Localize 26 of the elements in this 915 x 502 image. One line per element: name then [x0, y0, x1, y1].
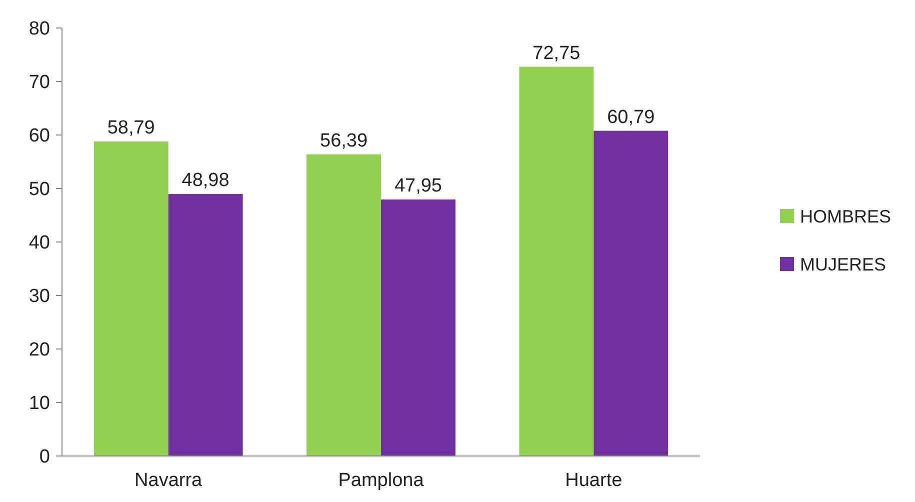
legend-label: MUJERES: [800, 254, 886, 274]
bar: [168, 194, 243, 456]
data-label: 72,75: [532, 42, 580, 64]
bar: [306, 154, 381, 456]
data-label: 56,39: [320, 130, 368, 152]
bar: [594, 130, 668, 456]
y-tick-label: 70: [28, 72, 50, 94]
y-tick-label: 40: [28, 232, 50, 254]
x-tick-label: Navarra: [134, 470, 203, 491]
data-label: 47,95: [394, 175, 442, 196]
y-tick-label: 0: [39, 446, 50, 468]
y-tick-label: 50: [28, 179, 50, 200]
data-label: 58,79: [107, 117, 155, 138]
bar: [94, 141, 168, 456]
legend-label: HOMBRES: [800, 206, 892, 226]
x-tick-label: Pamplona: [338, 470, 424, 491]
bar: [381, 199, 456, 456]
y-tick-label: 10: [28, 393, 50, 414]
bar: [519, 66, 594, 456]
data-label: 60,79: [607, 106, 655, 128]
y-tick-label: 60: [28, 126, 50, 147]
y-tick-label: 20: [28, 340, 50, 361]
data-label: 48,98: [182, 170, 230, 191]
y-tick-label: 30: [28, 286, 50, 308]
x-tick-label: Huarte: [565, 470, 622, 491]
y-tick-label: 80: [28, 18, 50, 40]
